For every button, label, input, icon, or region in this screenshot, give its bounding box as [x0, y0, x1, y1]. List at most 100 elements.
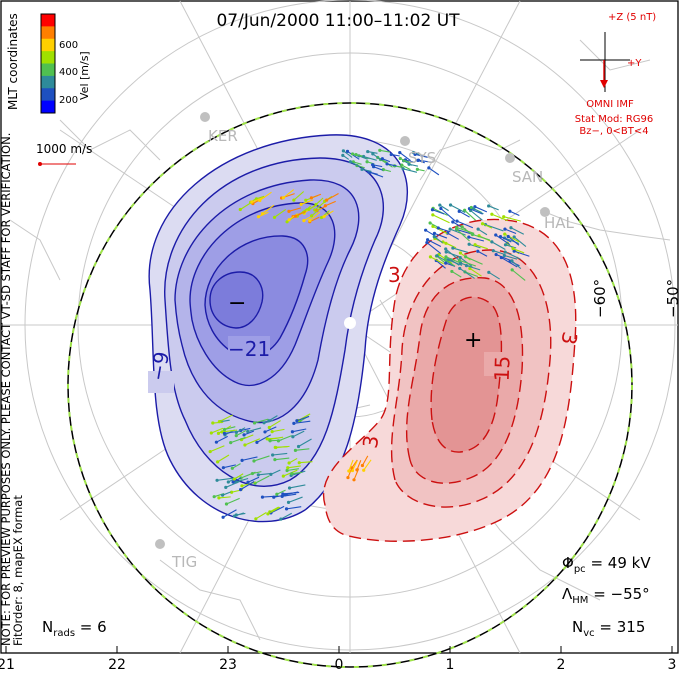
- vector-origin: [273, 458, 277, 462]
- velocity-vector: [428, 167, 440, 176]
- velocity-vector: [272, 428, 285, 433]
- vector-origin: [262, 421, 266, 425]
- vector-origin: [428, 255, 433, 259]
- vector-origin: [432, 231, 437, 235]
- vector-origin: [362, 468, 366, 472]
- velocity-vector: [447, 259, 463, 266]
- negative-cell: [148, 134, 408, 523]
- vector-origin: [217, 496, 221, 500]
- vector-origin: [308, 218, 312, 223]
- vector-origin: [296, 444, 301, 449]
- vector-origin: [380, 157, 384, 161]
- velocity-vector: [363, 459, 372, 471]
- potential-min-marker: −: [228, 291, 246, 316]
- vector-origin: [230, 466, 234, 470]
- vector-origin: [457, 258, 462, 262]
- velocity-vector: [456, 220, 474, 229]
- vector-origin: [252, 459, 256, 463]
- vector-origin: [222, 427, 227, 432]
- vector-origin: [366, 149, 370, 154]
- velocity-vector: [259, 191, 272, 201]
- velocity-vector: [347, 150, 360, 160]
- velocity-vector: [400, 158, 411, 164]
- velocity-vector: [293, 420, 311, 424]
- vector-cluster-kerg: [238, 189, 339, 224]
- vector-origin: [473, 243, 477, 247]
- vector-cluster-sys: [341, 148, 440, 178]
- velocity-vector: [464, 209, 477, 221]
- vector-origin: [508, 209, 512, 213]
- vector-origin: [378, 148, 382, 152]
- velocity-vector: [465, 256, 483, 265]
- velocity-vector: [401, 164, 411, 171]
- vector-origin: [389, 152, 393, 157]
- vector-origin: [302, 219, 306, 223]
- velocity-vector: [288, 207, 302, 212]
- colorbar-segment: [41, 14, 55, 27]
- velocity-vector: [288, 213, 298, 221]
- velocity-vector: [235, 477, 249, 483]
- vector-origin: [467, 235, 471, 239]
- vector-origin: [458, 251, 463, 255]
- velocity-vector: [452, 247, 469, 253]
- velocity-vector: [311, 193, 322, 199]
- vector-origin: [287, 461, 291, 465]
- vector-origin: [265, 437, 269, 441]
- velocity-vector: [347, 466, 353, 478]
- colorbar-segment: [41, 51, 55, 64]
- velocity-vector: [439, 204, 449, 212]
- velocity-vector: [293, 191, 305, 201]
- vector-origin: [455, 227, 459, 231]
- velocity-vector: [256, 434, 272, 443]
- vector-origin: [285, 220, 289, 224]
- vector-origin: [494, 252, 498, 257]
- vector-origin: [226, 480, 230, 484]
- velocity-vector: [234, 473, 244, 480]
- vector-origin: [270, 430, 274, 434]
- vector-origin: [212, 495, 216, 499]
- velocity-vector: [314, 200, 326, 211]
- vector-origin: [487, 270, 491, 274]
- velocity-vector: [282, 493, 297, 497]
- velocity-vector: [262, 495, 279, 498]
- velocity-vector: [458, 210, 470, 218]
- velocity-vector: [350, 161, 361, 168]
- vector-origin: [220, 493, 225, 497]
- vector-origin: [286, 500, 291, 504]
- vector-origin: [476, 227, 480, 231]
- colorbar-frame: [40, 13, 56, 114]
- velocity-vector: [262, 204, 275, 215]
- velocity-vector: [222, 429, 238, 433]
- velocity-vector: [226, 497, 240, 505]
- hm-boundary-dashes: [67, 102, 633, 668]
- vector-origin: [260, 495, 265, 499]
- velocity-vector: [477, 228, 488, 236]
- vector-origin: [323, 204, 327, 208]
- vector-origin: [322, 214, 326, 219]
- velocity-vector: [288, 496, 303, 503]
- velocity-vector: [361, 168, 372, 172]
- vector-origin: [246, 429, 250, 434]
- contour-label-pos15: 15: [490, 355, 515, 381]
- potential-max-marker: +: [464, 328, 482, 353]
- station-label-tig: TIG: [171, 553, 197, 571]
- vector-origin: [398, 156, 402, 161]
- vector-origin: [444, 250, 448, 254]
- contour-label-neg21: −21: [228, 337, 270, 361]
- colorbar-tick-200: 200: [59, 95, 78, 106]
- velocity-vector: [291, 471, 303, 475]
- velocity-vector: [218, 496, 231, 499]
- label-bg-15: [484, 352, 508, 376]
- mlt-tick-label: 0: [335, 657, 344, 673]
- velocity-vector: [369, 171, 384, 178]
- vector-origin: [246, 480, 250, 484]
- velocity-vector: [217, 454, 230, 463]
- velocity-vector: [241, 456, 258, 461]
- vector-origin: [512, 249, 516, 253]
- vector-origin: [286, 466, 290, 470]
- velocity-vector: [323, 210, 334, 218]
- vector-origin: [503, 250, 507, 254]
- velocity-vector: [298, 438, 312, 447]
- velocity-vector: [430, 256, 444, 265]
- vector-origin: [234, 433, 238, 438]
